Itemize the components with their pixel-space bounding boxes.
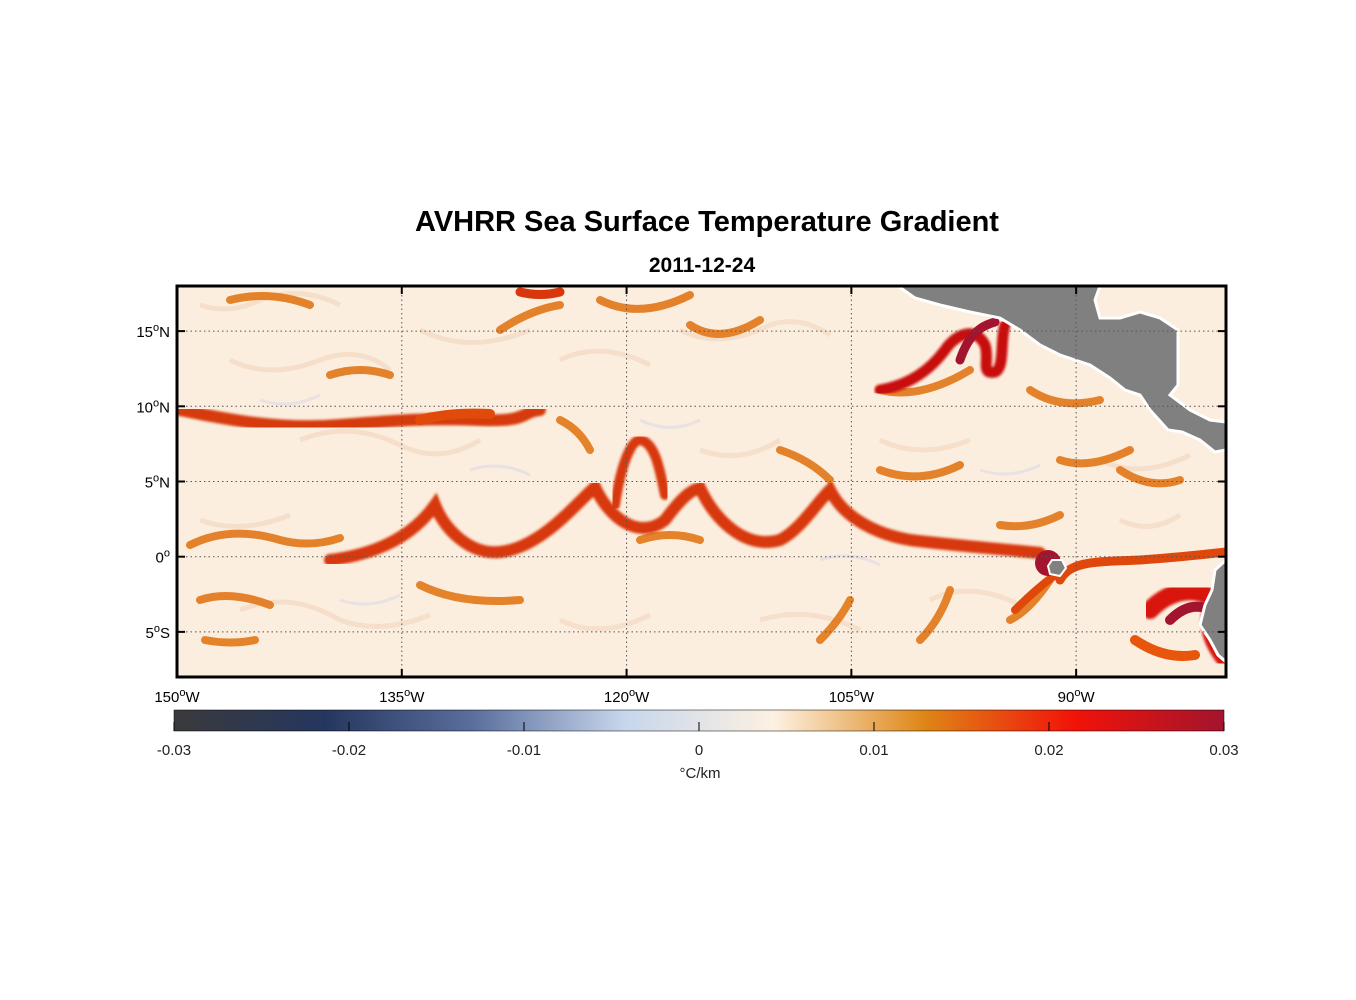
longitude-labels: 150oW 135oW 120oW 105oW 90oW xyxy=(154,687,1095,706)
colorbar-tick-label: -0.02 xyxy=(332,742,366,759)
central-america-land xyxy=(895,286,1226,454)
colorbar-ticks: -0.03 -0.02 -0.01 0 0.01 0.02 0.03 xyxy=(157,722,1239,759)
figure-subtitle: 2011-12-24 xyxy=(648,254,756,277)
gradient-field xyxy=(177,286,1226,669)
coastal-front xyxy=(874,319,1011,396)
wave-crest-front xyxy=(610,434,670,510)
lat-tick-label: 10oN xyxy=(136,397,170,416)
latitude-labels: 15oN 10oN 5oN 0o 5oS xyxy=(136,322,170,642)
northern-edge-front xyxy=(515,287,565,299)
lon-tick-label: 90oW xyxy=(1058,687,1096,706)
equatorial-front xyxy=(324,477,1046,566)
texture-streaks xyxy=(199,291,1192,633)
northern-front-branch xyxy=(415,408,495,425)
colorbar-tick-label: -0.03 xyxy=(157,742,191,759)
lat-tick-label: 0o xyxy=(156,548,170,567)
graticule xyxy=(177,286,1226,677)
lon-tick-label: 105oW xyxy=(829,687,875,706)
lat-tick-label: 15oN xyxy=(136,322,170,341)
galapagos-tail-front xyxy=(1011,571,1059,614)
figure-title: AVHRR Sea Surface Temperature Gradient xyxy=(415,206,999,238)
lat-tick-label: 5oS xyxy=(146,623,170,642)
colorbar-tick-label: 0.02 xyxy=(1034,742,1063,759)
lon-tick-label: 135oW xyxy=(379,687,425,706)
south-america-land xyxy=(1198,557,1226,664)
colorbar-tick-label: 0.01 xyxy=(859,742,888,759)
lat-tick-label: 5oN xyxy=(145,473,170,492)
texture-cool-streaks xyxy=(259,393,1041,606)
colorbar-tick-label: -0.01 xyxy=(507,742,541,759)
northern-front xyxy=(177,404,546,433)
eastern-equatorial-front xyxy=(1055,547,1226,585)
lon-tick-label: 120oW xyxy=(604,687,650,706)
map-frame xyxy=(175,284,1228,679)
coastal-front-core xyxy=(955,317,1000,365)
colorbar-tick-label: 0 xyxy=(695,742,703,759)
upwelling-outer xyxy=(1130,635,1200,661)
colorbar-tick-label: 0.03 xyxy=(1209,742,1238,759)
lon-tick-label: 150oW xyxy=(154,687,200,706)
colorbar-label: °C/km xyxy=(680,765,721,782)
galapagos-islands xyxy=(1046,559,1068,578)
